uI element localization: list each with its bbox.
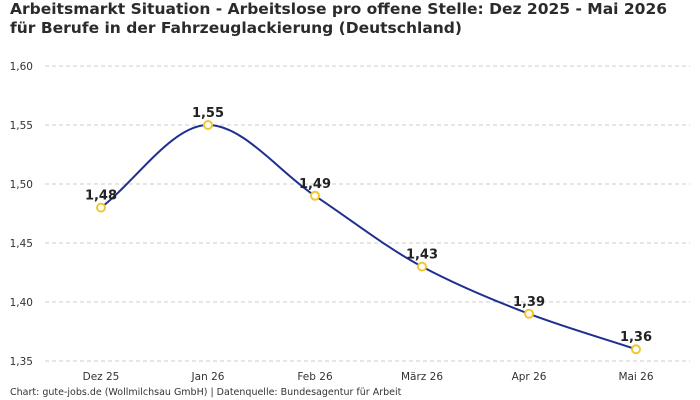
data-point xyxy=(310,190,320,201)
x-axis-ticks: Dez 25 Jan 26 Feb 26 März 26 Apr 26 Mai 26 xyxy=(83,371,654,383)
y-tick-label: 1,55 xyxy=(10,120,33,132)
data-label: 1,55 xyxy=(192,106,224,121)
y-axis-ticks: 1,35 1,40 1,45 1,50 1,55 1,60 xyxy=(10,61,33,368)
data-point xyxy=(417,261,427,272)
data-label: 1,43 xyxy=(406,248,438,263)
x-tick-label: Jan 26 xyxy=(191,371,225,383)
y-tick-label: 1,60 xyxy=(10,61,33,73)
y-tick-label: 1,35 xyxy=(10,356,33,368)
grid-lines xyxy=(45,65,690,362)
x-tick-label: Feb 26 xyxy=(297,371,333,383)
data-point xyxy=(631,344,641,355)
x-tick-label: Mai 26 xyxy=(618,371,653,383)
data-points xyxy=(96,120,641,355)
chart-title: Arbeitsmarkt Situation - Arbeitslose pro… xyxy=(10,0,668,37)
y-tick-label: 1,45 xyxy=(10,238,33,250)
data-point xyxy=(524,308,534,319)
x-tick-label: Dez 25 xyxy=(83,371,120,383)
data-label: 1,39 xyxy=(513,295,545,310)
data-label: 1,49 xyxy=(299,177,331,192)
x-tick-label: Apr 26 xyxy=(512,371,547,383)
chart-footer: Chart: gute-jobs.de (Wollmilchsau GmbH) … xyxy=(10,387,402,398)
y-tick-label: 1,40 xyxy=(10,297,33,309)
data-point xyxy=(203,120,213,130)
data-label: 1,48 xyxy=(85,189,117,204)
series-line xyxy=(100,123,637,351)
series-line-layer xyxy=(100,123,637,351)
data-point xyxy=(96,202,106,213)
data-label: 1,36 xyxy=(620,330,652,345)
y-tick-label: 1,50 xyxy=(10,179,33,191)
x-tick-label: März 26 xyxy=(401,371,443,383)
data-labels: 1,48 1,55 1,49 1,43 1,39 1,36 xyxy=(85,106,652,345)
